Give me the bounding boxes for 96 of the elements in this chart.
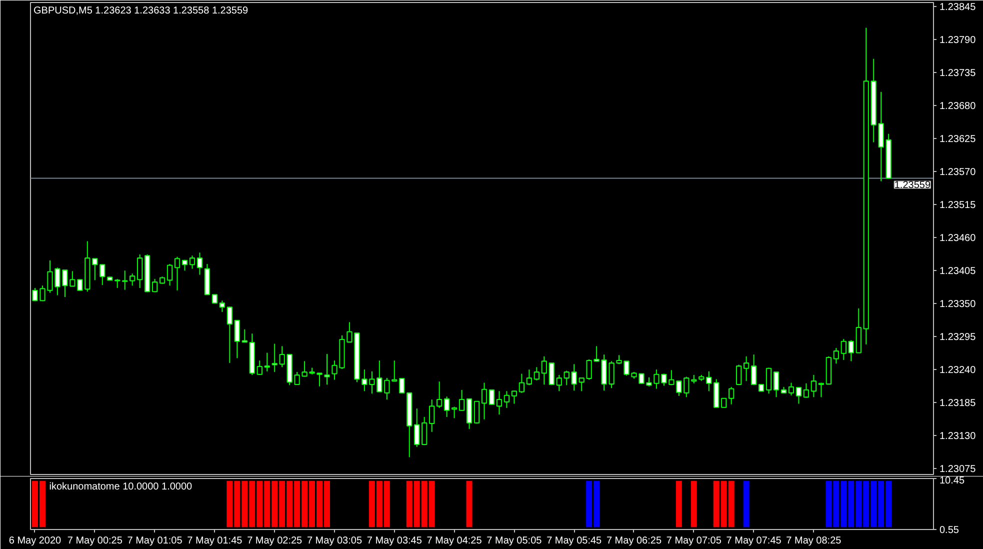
candlestick [100,264,106,286]
candlestick [803,382,810,398]
candlestick [488,389,495,406]
candlestick [571,364,577,392]
y-tick-label: 0.55 [940,525,960,536]
candlestick [444,396,450,418]
y-tick-label: 1.23405 [940,266,976,278]
candlestick [481,382,488,420]
candlestick [474,400,480,424]
candlestick [399,378,405,394]
x-tick-label: 7 May 07:05 [666,536,722,546]
candlestick [436,381,442,408]
candlestick [534,366,540,381]
y-tick-label: 1.23075 [940,464,976,476]
candlestick [92,258,98,281]
candlestick [496,390,502,416]
candlestick [384,377,390,400]
y-tick-label: 1.23130 [940,431,976,442]
candlestick [788,382,794,396]
y-tick-label: 1.23570 [940,167,976,178]
y-tick-label: 1.23680 [940,101,976,112]
candlestick [226,306,232,364]
candlestick [728,386,734,405]
ref-line-label: 1.23559 [894,180,931,192]
candlestick [526,369,532,386]
candlestick [422,416,428,446]
y-tick-label: 1.23460 [940,233,976,244]
candlestick [840,338,846,360]
candlestick [256,360,262,376]
y-tick-label: 1.23625 [940,134,976,146]
candlestick [466,398,472,430]
candlestick [166,263,173,286]
y-tick-label: 1.23350 [940,299,976,310]
x-tick-label: 7 May 05:45 [546,536,602,546]
candlestick [736,364,742,386]
x-tick-label: 7 May 03:45 [366,536,422,546]
candlestick [518,373,525,394]
candlestick [196,252,203,276]
x-tick-label: 7 May 08:25 [786,536,842,546]
candlestick [818,382,824,398]
candlestick [152,278,158,293]
candlestick [564,370,570,386]
x-tick-label: 7 May 00:25 [67,536,123,546]
candlestick [136,254,143,288]
candlestick [451,406,458,419]
candlestick [848,340,854,362]
candlestick [706,370,712,392]
x-tick-label: 6 May 2020 [8,536,62,546]
candlestick [511,390,518,404]
y-tick-label: 10.45 [940,476,965,486]
candlestick [264,352,270,372]
candlestick [796,387,802,404]
candlestick [743,356,750,382]
candlestick [810,374,817,398]
candlestick [189,255,196,270]
candlestick [878,91,884,182]
candlestick [219,300,226,312]
y-tick-label: 1.23735 [940,68,976,80]
y-tick-label: 1.23515 [940,200,976,212]
x-tick-label: 7 May 04:25 [426,536,482,546]
candlestick [242,328,248,344]
y-tick-label: 1.23185 [940,398,976,410]
y-tick-label: 1.23790 [940,35,976,46]
candlestick [541,356,547,386]
candlestick [316,372,322,387]
candlestick [833,347,839,364]
candlestick [504,390,510,408]
candlestick [122,270,128,290]
candlestick [414,408,420,448]
x-tick-label: 7 May 07:45 [726,536,782,546]
candlestick [234,320,240,359]
candlestick [684,376,690,398]
candlestick [766,367,772,394]
y-tick-label: 1.23240 [940,365,976,376]
candlestick [556,374,562,392]
candlestick [458,389,465,412]
candlestick [324,353,330,386]
candlestick [429,399,435,432]
candlestick [272,343,278,372]
candlestick [130,273,136,286]
y-tick-label: 1.23295 [940,332,976,344]
x-tick-label: 7 May 06:25 [606,536,662,546]
chart-title: GBPUSD,M5 1.23623 1.23633 1.23558 1.23559 [34,6,249,16]
candlestick [578,377,584,392]
x-tick-label: 7 May 01:45 [187,536,243,546]
y-tick-label: 1.23845 [940,2,976,14]
x-tick-label: 7 May 02:25 [247,536,303,546]
candlestick [174,256,180,291]
candlestick [750,354,757,386]
x-tick-label: 7 May 03:05 [306,536,362,546]
x-tick-label: 7 May 05:05 [486,536,542,546]
candlestick [392,360,398,382]
x-tick-label: 7 May 01:05 [127,536,183,546]
chart-title: ikokunomatome 10.0000 1.0000 [49,482,193,492]
candlestick [548,362,554,386]
candlestick [773,371,780,398]
